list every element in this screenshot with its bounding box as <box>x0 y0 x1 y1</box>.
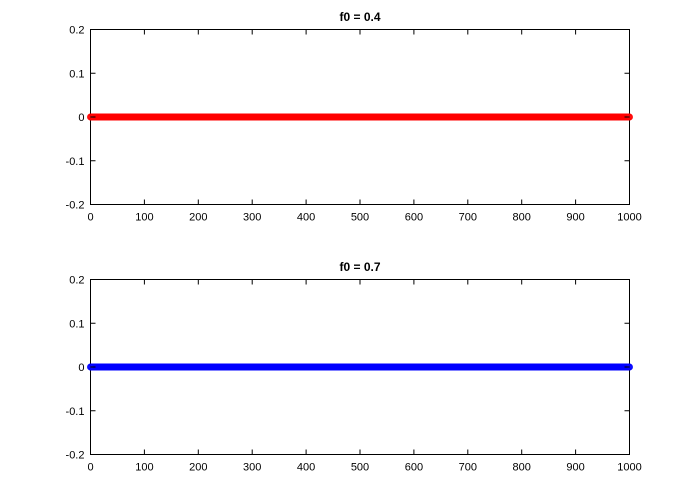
y-tick-label: -0.2 <box>66 200 85 212</box>
x-tick-label: 900 <box>566 462 584 474</box>
subplot-bottom: 0 100 200 300 400 500 600 700 800 900 1000 -0.2-0.… <box>66 260 642 474</box>
x-tick-label: 200 <box>189 462 207 474</box>
x-tick-label: 600 <box>405 212 423 224</box>
x-tick-label: 800 <box>513 462 531 474</box>
x-tick-label: 600 <box>405 462 423 474</box>
x-tick-label: 0 <box>87 462 93 474</box>
x-tick-label: 400 <box>297 462 315 474</box>
tick-marks <box>90 29 630 205</box>
x-tick-label: 100 <box>135 212 153 224</box>
marker-group <box>87 113 633 121</box>
x-tick-labels: 0 100 200 300 400 500 600 700 800 900 1000 <box>87 462 641 474</box>
x-tick-label: 200 <box>189 212 207 224</box>
x-tick-label: 900 <box>566 212 584 224</box>
x-tick-label: 0 <box>87 212 93 224</box>
chart-title: f0 = 0.7 <box>339 260 380 274</box>
y-tick-label: 0.1 <box>69 68 84 80</box>
y-tick-label: 0.2 <box>69 275 84 287</box>
x-tick-label: 1000 <box>617 462 641 474</box>
chart-title: f0 = 0.4 <box>339 10 380 24</box>
y-tick-label: -0.1 <box>66 156 85 168</box>
subplot-top: 0 100 200 300 400 500 600 700 800 900 1000 -0.2-0.… <box>66 10 642 224</box>
y-tick-label: 0.2 <box>69 25 84 37</box>
x-tick-label: 1000 <box>617 212 641 224</box>
x-tick-label: 500 <box>351 462 369 474</box>
marker-group <box>87 363 633 371</box>
y-tick-label: -0.2 <box>66 450 85 462</box>
x-tick-label: 800 <box>513 212 531 224</box>
y-tick-label: 0 <box>78 362 84 374</box>
y-tick-labels: -0.2 -0.1 0 0.1 0.2 <box>66 275 85 462</box>
x-tick-label: 400 <box>297 212 315 224</box>
x-tick-label: 700 <box>459 462 477 474</box>
x-tick-label: 300 <box>243 212 261 224</box>
y-tick-labels: -0.2 -0.1 0 0.1 0.2 <box>66 25 85 212</box>
x-tick-labels: 0 100 200 300 400 500 600 700 800 900 1000 <box>87 212 641 224</box>
x-tick-label: 500 <box>351 212 369 224</box>
x-tick-label: 700 <box>459 212 477 224</box>
y-tick-label: -0.1 <box>66 406 85 418</box>
y-tick-label: 0.1 <box>69 318 84 330</box>
x-tick-label: 300 <box>243 462 261 474</box>
x-tick-label: 100 <box>135 462 153 474</box>
y-tick-label: 0 <box>78 112 84 124</box>
tick-marks <box>90 279 630 455</box>
